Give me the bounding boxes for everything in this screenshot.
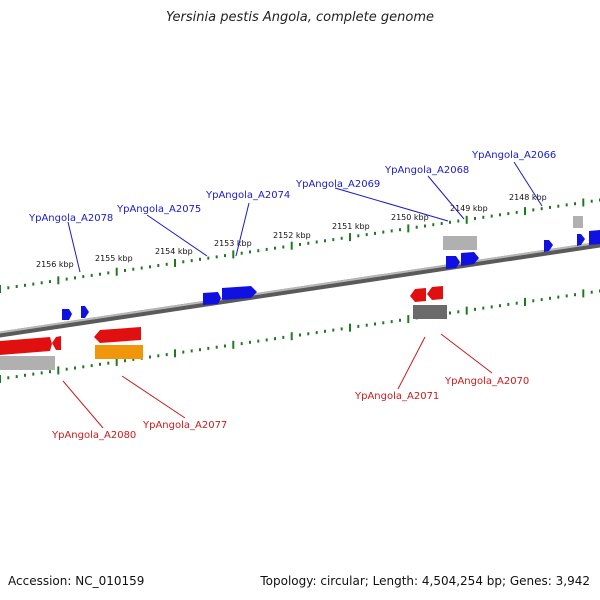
kbp-label: 2149 kbp bbox=[450, 204, 488, 213]
leader-line bbox=[427, 175, 465, 220]
leader-line bbox=[121, 375, 186, 419]
gene-label[interactable]: YpAngola_A2075 bbox=[116, 204, 201, 215]
leader-line bbox=[146, 214, 208, 257]
leader-line bbox=[397, 336, 426, 390]
leader-line bbox=[67, 221, 81, 273]
gene-forward[interactable] bbox=[461, 252, 479, 266]
leader-line bbox=[334, 187, 449, 222]
gene-label[interactable]: YpAngola_A2069 bbox=[295, 179, 380, 190]
kbp-label: 2156 kbp bbox=[36, 260, 74, 269]
feature-grey[interactable] bbox=[573, 216, 583, 228]
gene-reverse[interactable] bbox=[410, 288, 426, 302]
genome-backbone bbox=[0, 241, 600, 338]
gene-reverse[interactable] bbox=[427, 286, 443, 300]
gene-label[interactable]: YpAngola_A2070 bbox=[444, 376, 529, 387]
kbp-label: 2153 kbp bbox=[214, 239, 252, 248]
top-gene-labels: YpAngola_A2078 YpAngola_A2075 YpAngola_A… bbox=[28, 150, 556, 273]
bottom-tick-track bbox=[0, 289, 600, 383]
gene-forward[interactable] bbox=[544, 240, 553, 252]
kbp-label: 2154 kbp bbox=[155, 247, 193, 256]
gene-forward[interactable] bbox=[222, 286, 257, 300]
gene-reverse[interactable] bbox=[94, 327, 141, 343]
gene-forward[interactable] bbox=[589, 230, 600, 245]
gene-label[interactable]: YpAngola_A2071 bbox=[354, 391, 439, 402]
kbp-label: 2148 kbp bbox=[509, 193, 547, 202]
gene-label[interactable]: YpAngola_A2080 bbox=[51, 430, 136, 441]
kbp-label: 2151 kbp bbox=[332, 222, 370, 231]
other-features bbox=[0, 216, 583, 370]
leader-line bbox=[440, 333, 493, 374]
gene-forward[interactable] bbox=[577, 234, 585, 246]
genome-title: Yersinia pestis Angola, complete genome bbox=[166, 10, 434, 25]
gene-reverse[interactable] bbox=[0, 337, 52, 355]
gene-label[interactable]: YpAngola_A2078 bbox=[28, 213, 113, 224]
gene-forward[interactable] bbox=[203, 292, 221, 305]
feature-grey[interactable] bbox=[443, 236, 477, 250]
feature-grey[interactable] bbox=[0, 356, 55, 370]
gene-label[interactable]: YpAngola_A2077 bbox=[142, 420, 227, 431]
gene-forward[interactable] bbox=[81, 306, 89, 318]
leader-line bbox=[62, 380, 104, 429]
leader-line bbox=[513, 161, 543, 207]
bottom-gene-labels: YpAngola_A2080 YpAngola_A2077 YpAngola_A… bbox=[51, 333, 529, 441]
kbp-label: 2150 kbp bbox=[391, 213, 429, 222]
gene-forward[interactable] bbox=[446, 256, 460, 269]
top-tick-track bbox=[0, 198, 600, 293]
gene-label[interactable]: YpAngola_A2068 bbox=[384, 165, 469, 176]
forward-genes bbox=[62, 230, 600, 320]
genome-backbone-highlight bbox=[0, 241, 600, 334]
feature-orange[interactable] bbox=[95, 345, 143, 359]
kbp-label: 2155 kbp bbox=[95, 254, 133, 263]
gene-label[interactable]: YpAngola_A2074 bbox=[205, 190, 290, 201]
gene-forward[interactable] bbox=[62, 309, 72, 320]
gene-label[interactable]: YpAngola_A2066 bbox=[471, 150, 556, 161]
kbp-label: 2152 kbp bbox=[273, 231, 311, 240]
feature-dark[interactable] bbox=[413, 305, 447, 319]
genome-summary-text: Topology: circular; Length: 4,504,254 bp… bbox=[260, 574, 590, 588]
kbp-scale: 2156 kbp 2155 kbp 2154 kbp 2153 kbp 2152… bbox=[36, 193, 547, 269]
reverse-genes bbox=[0, 286, 443, 355]
gene-reverse[interactable] bbox=[52, 336, 61, 350]
accession-text: Accession: NC_010159 bbox=[8, 574, 145, 588]
leader-line bbox=[235, 202, 250, 257]
